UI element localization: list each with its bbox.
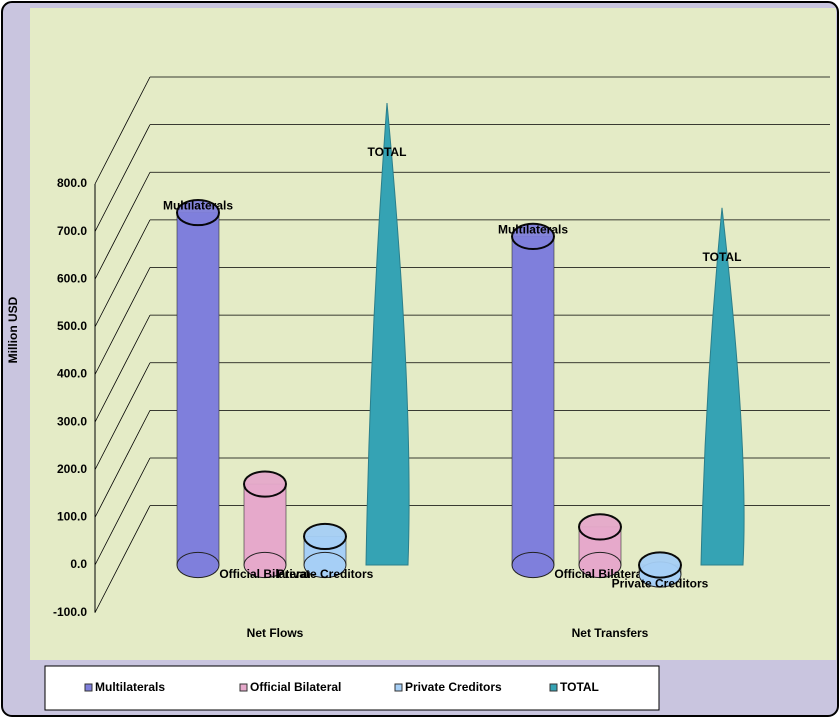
y-tick-label: 700.0 (57, 224, 87, 238)
y-tick-label: 100.0 (57, 510, 87, 524)
data-label: Private Creditors (612, 577, 709, 591)
legend-label: Multilaterals (95, 680, 165, 694)
bar-bottom (303, 551, 347, 579)
grid-line (94, 314, 151, 423)
y-tick-label: 600.0 (57, 271, 87, 285)
x-tick-label: Net Transfers (572, 626, 649, 640)
legend-label: Private Creditors (405, 680, 502, 694)
legend-label: TOTAL (560, 680, 599, 694)
y-tick-label: 300.0 (57, 414, 87, 428)
legend-swatch (84, 683, 93, 692)
bar-bottom (578, 551, 622, 579)
data-label: Multilaterals (498, 223, 568, 237)
bar-bottom (176, 551, 220, 579)
data-label: Official Bilateral (554, 567, 645, 581)
bar-bottom (511, 551, 555, 579)
bar-top (243, 470, 287, 498)
y-tick-label: 500.0 (57, 319, 87, 333)
legend-swatch (239, 683, 248, 692)
bar (511, 236, 555, 566)
legend-swatch (549, 683, 558, 692)
x-tick-label: Net Flows (247, 626, 304, 640)
y-tick-label: 400.0 (57, 367, 87, 381)
grid-line (94, 124, 151, 232)
y-tick-label: 0.0 (70, 557, 87, 571)
grid-line (94, 219, 151, 328)
legend-swatch (394, 683, 403, 692)
legend-label: Official Bilateral (250, 680, 341, 694)
grid-line (94, 172, 151, 280)
data-label: Private Creditors (277, 567, 374, 581)
bar-top (578, 513, 622, 541)
grid-line (94, 267, 151, 375)
bar (365, 102, 410, 566)
bar (176, 212, 220, 566)
grid-line (94, 362, 151, 470)
y-tick-label: 800.0 (57, 176, 87, 190)
y-axis-label: Million USD (6, 296, 20, 363)
bar-top (511, 222, 555, 250)
grid-line (94, 76, 151, 185)
data-label: Multilaterals (163, 199, 233, 213)
grid-line (94, 457, 151, 566)
data-label: Official Bilateral (219, 567, 310, 581)
data-label: TOTAL (368, 145, 407, 159)
bar (700, 207, 745, 566)
data-label: TOTAL (703, 250, 742, 264)
bar-top (176, 198, 220, 227)
y-tick-label: -100.0 (53, 605, 87, 619)
bar-top (638, 551, 682, 579)
grid-line (94, 505, 151, 613)
grid-line (94, 410, 151, 518)
bar-top (303, 522, 347, 551)
y-tick-label: 200.0 (57, 462, 87, 476)
bar-bottom (243, 551, 287, 579)
